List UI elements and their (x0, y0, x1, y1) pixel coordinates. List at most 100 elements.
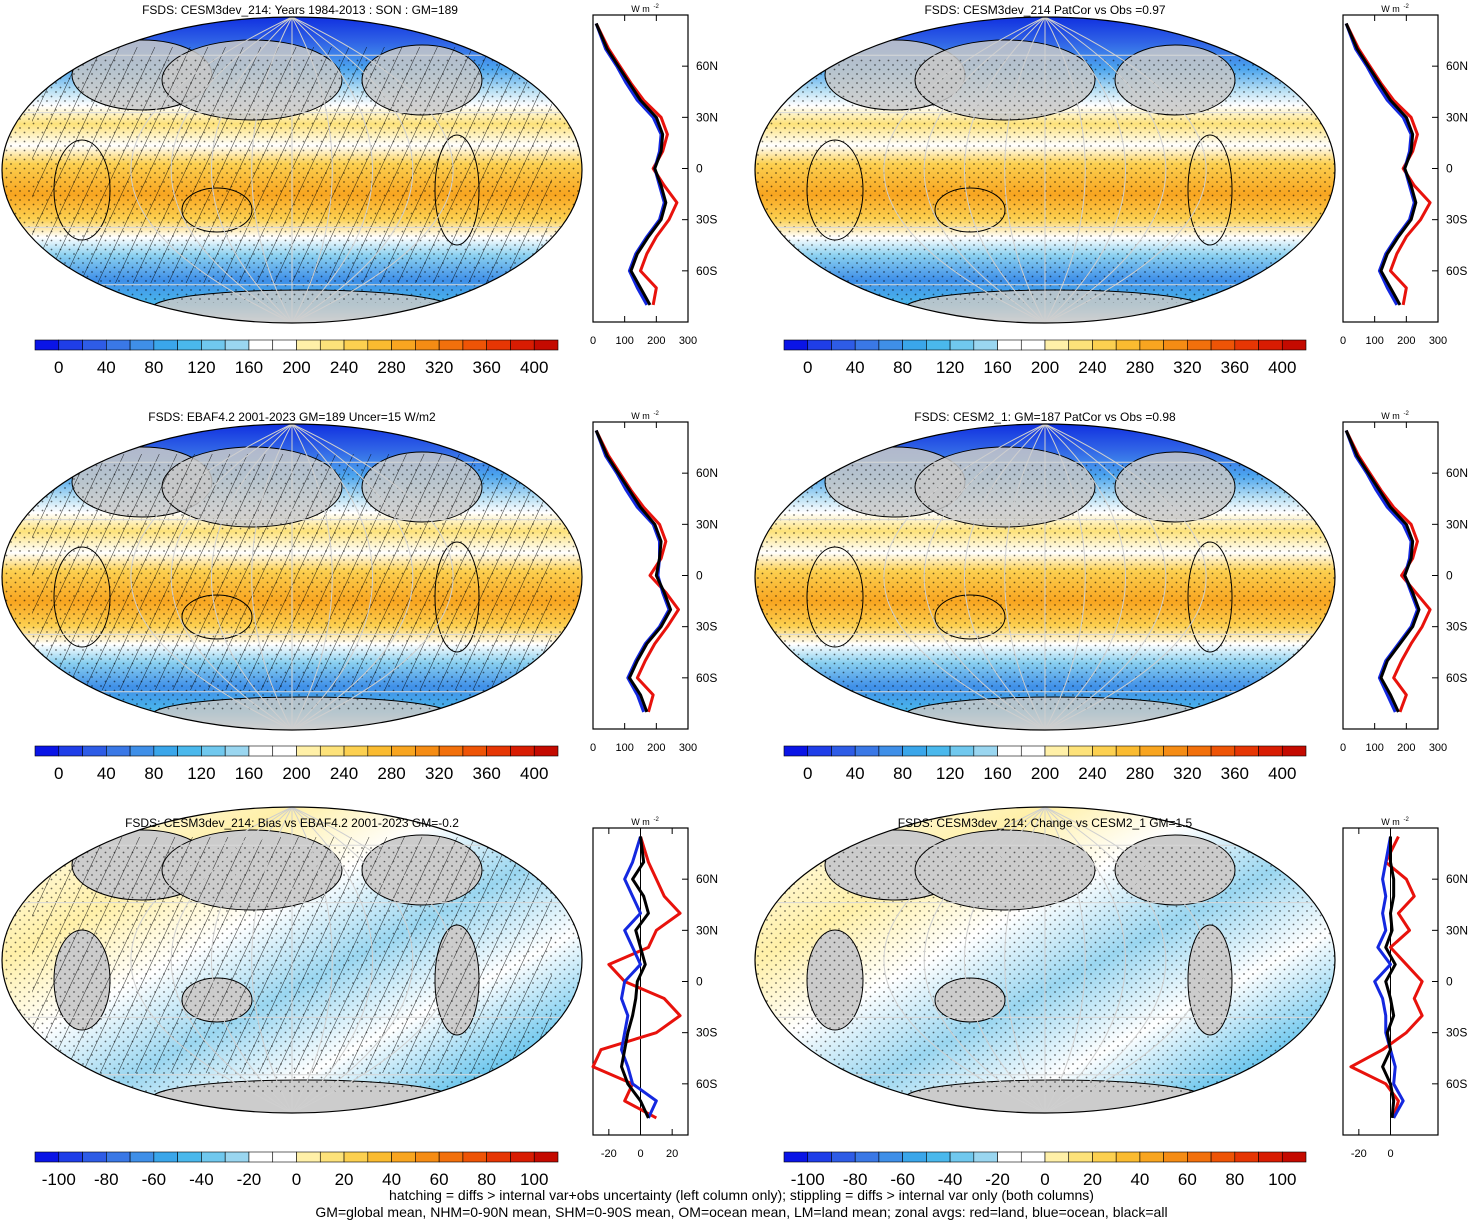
colorbar-box (1044, 745, 1070, 757)
unit-label: W m (1381, 4, 1400, 14)
zonal-panel-5: 60N 30N 0 30S 60S -20 0 20 W m -2 (591, 817, 718, 1160)
zonal-panel-3: 60N 30N 0 30S 60S 0 100 200 300 W m -2 (590, 411, 718, 754)
meridian (923, 807, 1046, 1113)
meridian (170, 807, 293, 1113)
footer-line-1: hatching = diffs > internal var+obs unce… (389, 1187, 1094, 1203)
colorbar-box (533, 1151, 559, 1163)
colorbar-box (272, 339, 297, 351)
colorbar-label: -80 (94, 1170, 119, 1189)
meridian (1044, 424, 1207, 730)
lat-label: 60N (696, 59, 718, 73)
colorbar-label: 160 (235, 358, 263, 377)
colorbar-box (319, 745, 345, 757)
colorbar-label: -20 (237, 1170, 262, 1189)
x-tick-label: 200 (1397, 335, 1415, 347)
colorbar-box (201, 745, 226, 757)
colorbar-box (510, 339, 535, 351)
meridian (291, 807, 454, 1113)
lat-label: 30S (1446, 1026, 1467, 1040)
colorbar-label: 0 (1040, 1170, 1049, 1189)
colorbar-label: 360 (472, 358, 500, 377)
meridian (210, 807, 293, 1113)
colorbar-label: 40 (97, 764, 116, 783)
colorbar-label: 320 (1173, 358, 1201, 377)
colorbar-label: 60 (1178, 1170, 1197, 1189)
meridian (1044, 424, 1086, 730)
footer-line-2: GM=global mean, NHM=0-90N mean, SHM=0-90… (315, 1204, 1168, 1220)
zonal-series-all (594, 22, 668, 306)
colorbar-box (1163, 745, 1188, 757)
meridian (963, 17, 1046, 323)
colorbar-label: 0 (54, 358, 63, 377)
x-tick-label: -20 (601, 1148, 617, 1160)
colorbar-box (949, 1151, 975, 1163)
lat-label: 60S (1446, 264, 1467, 278)
colorbar-label: 0 (54, 764, 63, 783)
colorbar-box (415, 1151, 440, 1163)
unit-label: W m (631, 817, 650, 827)
meridian (170, 17, 293, 323)
colorbar-box (486, 745, 511, 757)
x-tick-label: 300 (1429, 742, 1447, 754)
meridian (1044, 807, 1167, 1113)
colorbar-box (415, 745, 440, 757)
meridian (923, 424, 1046, 730)
meridian (130, 424, 293, 730)
colorbar-box (201, 339, 226, 351)
lat-label: 60S (696, 264, 717, 278)
colorbar-box (82, 745, 107, 757)
colorbar-box (248, 339, 274, 351)
lat-label: 30N (1446, 517, 1468, 531)
colorbar-box (248, 745, 274, 757)
panel-title-4: FSDS: CESM2_1: GM=187 PatCor vs Obs =0.9… (914, 410, 1176, 424)
colorbar-box (997, 1151, 1022, 1163)
unit-exponent: -2 (654, 817, 660, 823)
meridian (130, 17, 293, 323)
meridian (291, 17, 454, 323)
colorbar-label: 280 (1126, 764, 1154, 783)
x-tick-label: 100 (615, 335, 633, 347)
colorbar-box (34, 339, 60, 351)
colorbar-box (272, 745, 297, 757)
x-tick-label: -20 (1351, 1148, 1367, 1160)
colorbar-box (1210, 745, 1236, 757)
meridian (130, 807, 293, 1113)
colorbar-box (1115, 339, 1141, 351)
colorbar-box (1020, 1151, 1046, 1163)
map-border (1, 806, 583, 1114)
colorbar-box (106, 745, 131, 757)
colorbar-box (1068, 745, 1093, 757)
colorbar-label: 360 (472, 764, 500, 783)
colorbar-box (902, 1151, 927, 1163)
map-border (1, 423, 583, 731)
colorbar-4: 0 40 80 120 160 200 240 280 320 360 400 (783, 745, 1307, 783)
colorbar-box (415, 339, 440, 351)
panel-title-6: FSDS: CESM3dev_214: Change vs CESM2_1 GM… (897, 816, 1193, 830)
zonal-series-ocean (620, 836, 658, 1119)
lat-label: 30N (696, 110, 718, 124)
colorbar-label: 200 (282, 764, 310, 783)
colorbar-box (367, 1151, 392, 1163)
meridian (963, 807, 1046, 1113)
colorbar-box (533, 745, 559, 757)
meridian (1004, 17, 1046, 323)
zonal-panel-6: 60N 30N 0 30S 60S -20 0 W m -2 (1342, 817, 1468, 1160)
lat-label: 0 (1446, 162, 1453, 176)
colorbar-box (153, 339, 178, 351)
lat-label: 0 (696, 162, 703, 176)
colorbar-box (343, 745, 369, 757)
colorbar-box (58, 339, 83, 351)
zonal-series-all (1344, 429, 1421, 713)
colorbar-box (343, 339, 369, 351)
lat-label: 0 (1446, 975, 1453, 989)
colorbar-box (926, 1151, 951, 1163)
unit-exponent: -2 (1404, 4, 1410, 10)
x-tick-label: 100 (1365, 742, 1383, 754)
meridian (251, 807, 293, 1113)
colorbar-box (58, 745, 83, 757)
colorbar-box (1092, 1151, 1117, 1163)
x-tick-label: 0 (637, 1148, 643, 1160)
colorbar-box (878, 339, 903, 351)
colorbar-box (973, 1151, 998, 1163)
